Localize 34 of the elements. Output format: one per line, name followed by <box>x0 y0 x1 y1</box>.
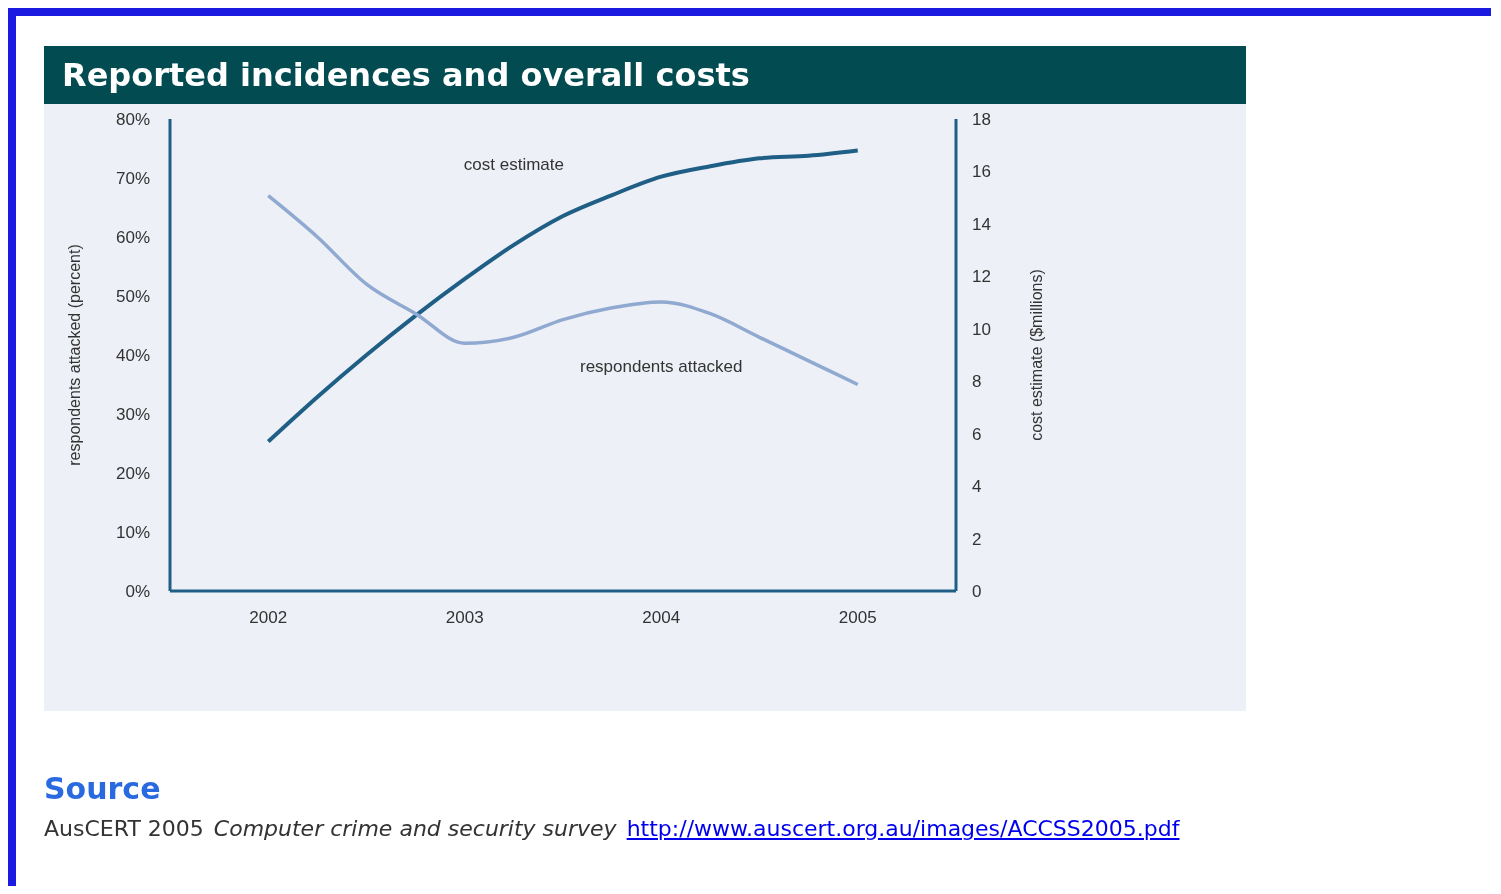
x-tick-label: 2005 <box>838 608 877 628</box>
x-tick-label: 2003 <box>445 608 484 628</box>
y2-tick-label: 4 <box>972 477 982 497</box>
y2-tick-label: 8 <box>972 372 982 392</box>
y2-tick-label: 10 <box>972 319 991 339</box>
series-label: respondents attacked <box>579 356 743 376</box>
y2-tick-label: 2 <box>972 529 982 549</box>
y2-tick-label: 0 <box>972 582 982 602</box>
y2-axis-title: cost estimate ($millions) <box>1027 269 1045 441</box>
line-series <box>266 148 860 444</box>
chart-title: Reported incidences and overall costs <box>44 46 1246 104</box>
y2-tick-label: 18 <box>972 110 991 130</box>
y-tick-label: 0% <box>125 582 150 602</box>
y2-tick-label: 6 <box>972 424 982 444</box>
y-axis-title: respondents attacked (percent) <box>65 244 83 466</box>
y-tick-label: 30% <box>115 405 150 425</box>
text: Source <box>44 771 162 806</box>
y2-tick-label: 16 <box>972 162 991 182</box>
y2-tick-label: 12 <box>972 267 991 287</box>
text: Computer crime and security survey <box>213 816 617 841</box>
y-tick-label: 40% <box>115 346 150 366</box>
y-tick-label: 20% <box>115 464 150 484</box>
y-tick-label: 80% <box>115 110 150 130</box>
y-tick-label: 10% <box>115 523 150 543</box>
y-tick-label: 70% <box>115 169 150 189</box>
text: http://www.auscert.org.au/images/ACCSS2005.pdf <box>626 816 1180 841</box>
x-tick-label: 2002 <box>249 608 288 628</box>
line-series <box>266 193 860 387</box>
y-tick-label: 60% <box>115 228 150 248</box>
x-tick-label: 2004 <box>642 608 681 628</box>
text: cost estimate <box>463 154 564 174</box>
y2-tick-label: 14 <box>972 214 991 234</box>
text: AusCERT 2005 <box>44 816 204 841</box>
y-tick-label: 50% <box>115 287 150 307</box>
